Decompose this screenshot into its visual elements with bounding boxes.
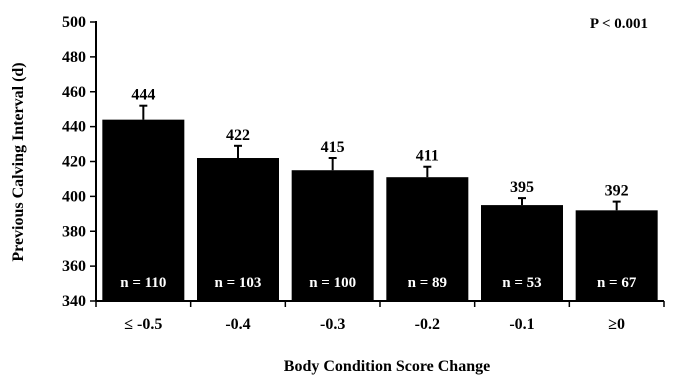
x-tick-label: ≤ -0.5 <box>124 316 162 333</box>
bars: 444 n = 110 422 n = 103 415 n = 100 411 n = 89 3… <box>102 87 658 302</box>
x-tick-label: -0.2 <box>415 316 440 333</box>
x-axis-title: Body Condition Score Change <box>284 358 490 375</box>
y-tick-label: 460 <box>62 84 86 101</box>
y-tick-label: 440 <box>62 119 86 136</box>
y-axis: 340 360 380 400 420 440 460 480 500 <box>62 14 97 310</box>
bar <box>291 170 374 301</box>
y-tick-label: 420 <box>62 154 86 171</box>
n-label: n = 110 <box>120 275 166 291</box>
n-label: n = 89 <box>408 275 447 291</box>
n-label: n = 103 <box>215 275 262 291</box>
x-tick-label: -0.1 <box>509 316 534 333</box>
y-tick-label: 340 <box>62 293 86 310</box>
bar <box>197 158 279 301</box>
n-label: n = 67 <box>597 275 637 291</box>
y-axis-title: Previous Calving Interval (d) <box>10 62 27 261</box>
y-tick-label: 380 <box>62 223 86 240</box>
value-label: 415 <box>321 139 345 156</box>
p-value-annotation: P < 0.001 <box>590 16 648 32</box>
value-label: 392 <box>605 183 629 200</box>
bar <box>102 119 185 302</box>
value-label: 411 <box>416 148 439 165</box>
value-label: 395 <box>510 179 534 196</box>
bar <box>386 177 469 301</box>
bar <box>481 205 563 301</box>
n-label: n = 53 <box>502 275 541 291</box>
x-axis: ≤ -0.5 -0.4 -0.3 -0.2 -0.1 ≥0 <box>95 300 665 333</box>
x-tick-label: -0.3 <box>320 316 345 333</box>
y-tick-label: 360 <box>62 258 86 275</box>
x-tick-label: ≥0 <box>608 316 625 333</box>
y-tick-label: 500 <box>62 14 86 31</box>
value-label: 444 <box>131 87 155 104</box>
y-tick-label: 480 <box>62 49 86 66</box>
value-label: 422 <box>226 127 250 144</box>
n-label: n = 100 <box>309 275 356 291</box>
y-tick-label: 400 <box>62 188 86 205</box>
x-tick-label: -0.4 <box>225 316 250 333</box>
bar <box>575 210 658 301</box>
